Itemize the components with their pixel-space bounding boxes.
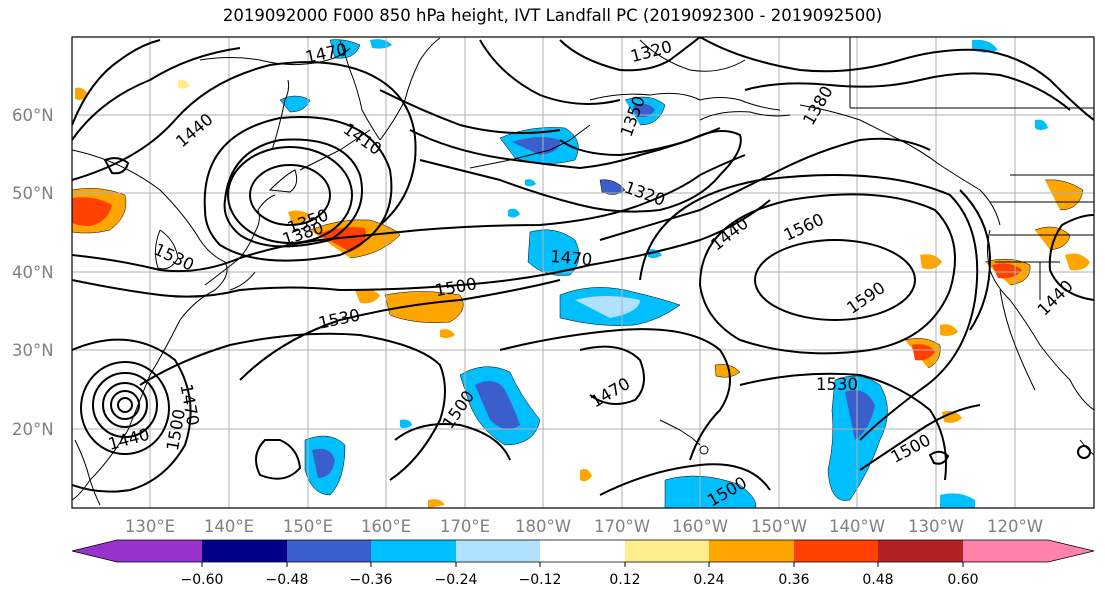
colorbar-bin (202, 540, 287, 562)
colorbar-bin (709, 540, 794, 562)
colorbar-bin (540, 540, 625, 562)
colorbar-tick-label: 0.12 (609, 572, 640, 588)
colorbar-bin (117, 540, 202, 562)
colorbar-extend-low (72, 540, 117, 562)
lon-label: 140°W (829, 517, 885, 536)
colorbar-bin (794, 540, 878, 562)
colorbar-tick-label: −0.48 (266, 572, 309, 588)
map-frame (71, 36, 1095, 509)
height-contours (72, 37, 1094, 496)
lon-label: 130°W (908, 517, 964, 536)
colorbar-tick-label: 0.48 (862, 572, 893, 588)
colorbar-extend-high (1048, 540, 1094, 562)
colorbar-tick-label: −0.60 (181, 572, 224, 588)
contour-label: 1530 (816, 375, 858, 394)
colorbar-bin (287, 540, 371, 562)
colorbar-bin (878, 540, 963, 562)
lon-label: 160°W (672, 517, 728, 536)
lat-label: 20°N (12, 420, 54, 439)
lat-label: 60°N (12, 106, 54, 125)
colorbar-tick-label: −0.36 (350, 572, 393, 588)
colorbar-tick-label: −0.12 (519, 572, 562, 588)
ivt-shading (72, 39, 1090, 508)
lon-label: 170°W (594, 517, 650, 536)
graticule (72, 37, 1094, 508)
lon-label: 120°W (987, 517, 1043, 536)
colorbar-tick-label: 0.36 (778, 572, 809, 588)
coastlines (72, 37, 1094, 506)
map-title: 2019092000 F000 850 hPa height, IVT Land… (222, 6, 883, 25)
colorbar-bin (963, 540, 1048, 562)
colorbar-bin (456, 540, 540, 562)
longitude-labels: 130°E 140°E 150°E 160°E 170°E 180°W 170°… (125, 517, 1043, 536)
lon-label: 170°E (440, 517, 490, 536)
lon-label: 180°W (515, 517, 571, 536)
latitude-labels: 60°N 50°N 40°N 30°N 20°N (12, 106, 54, 439)
colorbar-tick-label: 0.60 (947, 572, 978, 588)
lon-label: 140°E (204, 517, 254, 536)
lat-label: 30°N (12, 341, 54, 360)
colorbar-tick-label: 0.24 (693, 572, 724, 588)
lon-label: 160°E (361, 517, 411, 536)
colorbar: −0.60 −0.48 −0.36 −0.24 −0.12 0.12 0.24 … (71, 539, 1095, 588)
colorbar-tick-label: −0.24 (435, 572, 478, 588)
lat-label: 40°N (12, 263, 54, 282)
lat-label: 50°N (12, 184, 54, 203)
lon-label: 150°E (283, 517, 333, 536)
contour-label: 1470 (550, 247, 593, 270)
lon-label: 150°W (751, 517, 807, 536)
lon-label: 130°E (125, 517, 175, 536)
colorbar-bin (371, 540, 456, 562)
colorbar-bin (625, 540, 709, 562)
